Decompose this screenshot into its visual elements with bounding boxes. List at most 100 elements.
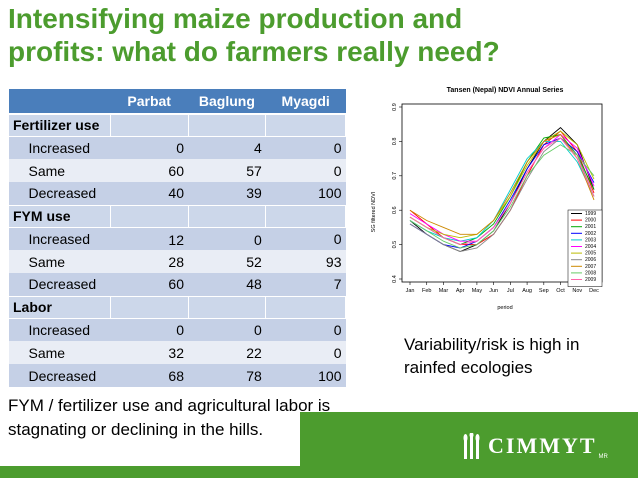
chart-y-axis-label: SG filtered NDVI (371, 191, 377, 232)
legend-label: 2007 (585, 264, 596, 270)
table-header-row: Parbat Baglung Myagdi (8, 89, 346, 115)
table-cell: 78 (188, 364, 266, 387)
table-row: Decreased 60 48 7 (8, 273, 346, 296)
table-cell: 32 (110, 341, 188, 364)
x-tick-label: Jun (489, 288, 498, 294)
x-tick-label: Jan (406, 288, 415, 294)
table-cell: 7 (265, 273, 346, 296)
table-cell: 4 (188, 136, 266, 159)
table-cell: 28 (110, 250, 188, 273)
table-row: Increased 0 0 0 (8, 318, 346, 341)
table-cell: 0 (265, 136, 346, 159)
x-tick-label: Sep (539, 288, 549, 294)
series-line-2008 (409, 144, 595, 249)
table-row: Decreased 68 78 100 (8, 364, 346, 387)
y-tick-label: 0.5 (392, 241, 398, 249)
x-tick-label: Mar (439, 288, 449, 294)
row-label: Same (8, 250, 111, 273)
series-line-2009 (409, 137, 595, 246)
chart-title: Tansen (Nepal) NDVI Annual Series (447, 87, 564, 94)
legend-label: 2004 (585, 244, 596, 250)
section-row-fym: FYM use (8, 204, 346, 228)
section-row-labor: Labor (8, 295, 346, 319)
ndvi-chart: Tansen (Nepal) NDVI Annual Series period… (370, 82, 630, 312)
y-tick-label: 0.6 (392, 206, 398, 214)
table-cell: 0 (110, 136, 188, 159)
column-header-baglung: Baglung (188, 89, 266, 115)
table-cell: 0 (188, 318, 266, 341)
y-tick-label: 0.9 (392, 103, 398, 111)
series-line-2007 (409, 133, 595, 235)
legend-label: 2003 (585, 237, 596, 243)
x-tick-label: Jul (507, 288, 514, 294)
table-row: Same 32 22 0 (8, 341, 346, 364)
table-header-empty (8, 89, 111, 115)
slide-title-line2: profits: what do farmers really need? (8, 36, 500, 67)
summary-note: FYM / fertilizer use and agricultural la… (8, 396, 331, 439)
section-row-fertilizer: Fertilizer use (8, 113, 346, 137)
slide-title: Intensifying maize production and profit… (8, 2, 628, 68)
wheat-logo-icon (462, 433, 482, 459)
legend-label: 2006 (585, 257, 596, 263)
row-label: Increased (8, 318, 111, 341)
table-cell: 0 (265, 227, 346, 250)
table-cell: 68 (110, 364, 188, 387)
x-tick-label: Apr (456, 288, 465, 294)
row-label: Decreased (8, 364, 111, 387)
table-cell: 0 (265, 341, 346, 364)
x-tick-label: Dec (589, 288, 599, 294)
cimmyt-logo: CIMMYT MR (462, 428, 608, 464)
table-cell: 100 (265, 182, 346, 205)
column-header-parbat: Parbat (110, 89, 188, 115)
table-row: Decreased 40 39 100 (8, 182, 346, 205)
x-tick-label: Nov (572, 288, 582, 294)
column-header-myagdi: Myagdi (265, 89, 346, 115)
survey-table: Parbat Baglung Myagdi Fertilizer use Inc… (8, 89, 346, 387)
table-cell: 60 (110, 273, 188, 296)
row-label: Increased (8, 136, 111, 159)
section-label: FYM use (8, 204, 111, 228)
table-cell: 39 (188, 182, 266, 205)
chart-plot-frame (401, 103, 603, 283)
footer-strip (0, 466, 638, 478)
y-tick-label: 0.4 (392, 275, 398, 283)
variability-note: Variability/risk is high in rainfed ecol… (404, 335, 580, 377)
legend-label: 2005 (585, 251, 596, 257)
table-cell: 57 (188, 159, 266, 182)
table-cell: 22 (188, 341, 266, 364)
chart-x-axis-label: period (497, 305, 512, 311)
table-cell: 0 (110, 318, 188, 341)
row-label: Same (8, 159, 111, 182)
table-cell: 0 (188, 227, 266, 250)
legend-label: 2001 (585, 224, 596, 230)
legend-label: 2000 (585, 218, 596, 224)
section-label: Labor (8, 295, 111, 319)
legend-label: 1999 (585, 211, 596, 217)
table-cell: 12 (110, 227, 188, 250)
logo-trademark: MR (598, 454, 608, 460)
x-tick-label: Oct (556, 288, 565, 294)
table-cell: 93 (265, 250, 346, 273)
table-row: Same 60 57 0 (8, 159, 346, 182)
row-label: Decreased (8, 182, 111, 205)
logo-wordmark: CIMMYT (488, 433, 597, 458)
series-line-2005 (409, 130, 595, 239)
table-row: Same 28 52 93 (8, 250, 346, 273)
legend-label: 2008 (585, 270, 596, 276)
x-tick-label: Aug (522, 288, 532, 294)
series-line-2003 (409, 140, 595, 242)
slide-title-line1: Intensifying maize production and (8, 3, 463, 34)
series-line-2001 (409, 134, 595, 246)
table-cell: 100 (265, 364, 346, 387)
section-label: Fertilizer use (8, 113, 111, 137)
table-row: Increased 12 0 0 (8, 227, 346, 250)
chart-legend-box (567, 209, 603, 287)
legend-label: 2009 (585, 277, 596, 283)
table-cell: 0 (265, 159, 346, 182)
x-tick-label: Feb (422, 288, 431, 294)
y-tick-label: 0.7 (392, 172, 398, 180)
row-label: Increased (8, 227, 111, 250)
table-row: Increased 0 4 0 (8, 136, 346, 159)
ndvi-chart-svg: Tansen (Nepal) NDVI Annual Series period… (371, 87, 603, 311)
table-cell: 48 (188, 273, 266, 296)
